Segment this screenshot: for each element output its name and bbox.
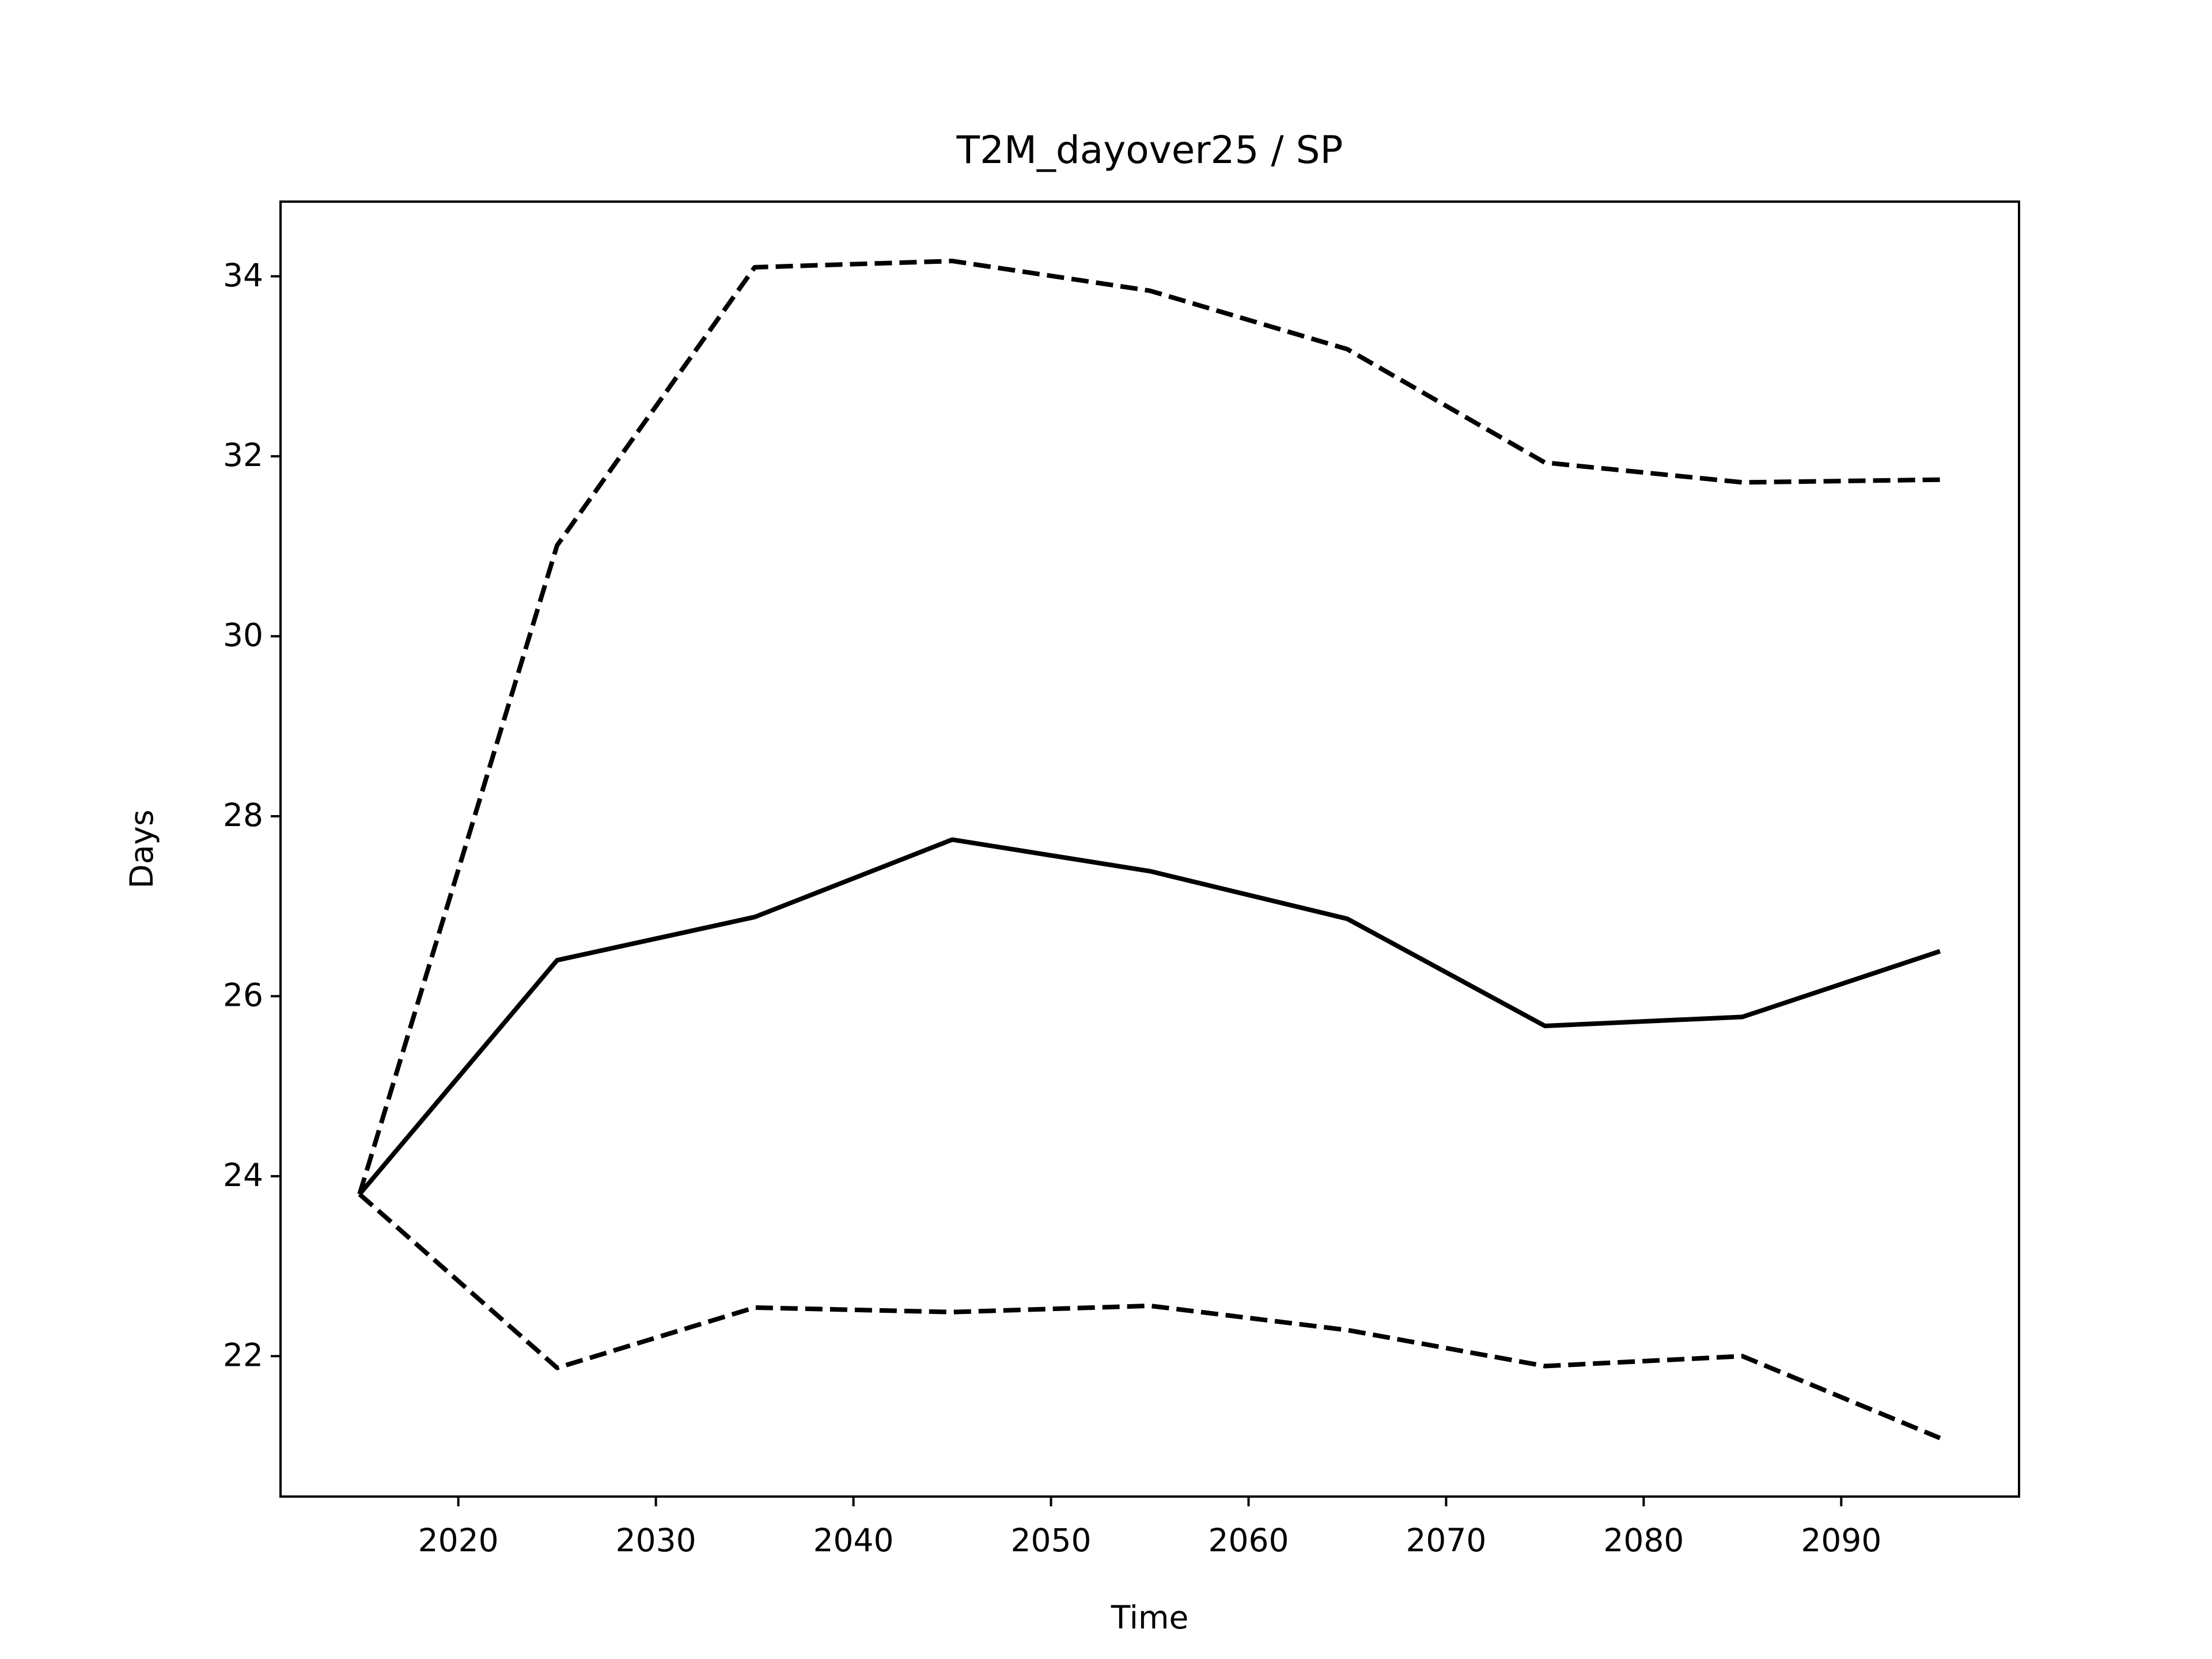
x-tick-label: 2030 — [616, 1522, 696, 1559]
y-tick-label: 32 — [223, 437, 263, 474]
plot-frame — [279, 200, 2020, 1498]
y-tick-label: 28 — [223, 797, 263, 834]
series-line — [358, 1192, 1941, 1441]
y-axis-label: Days — [123, 809, 160, 888]
x-tick-label: 2050 — [1011, 1522, 1092, 1559]
chart-title: T2M_dayover25 / SP — [956, 128, 1343, 172]
x-tick-label: 2080 — [1603, 1522, 1684, 1559]
series-line — [357, 259, 1940, 1195]
y-tick-label: 24 — [223, 1157, 263, 1194]
x-axis-label: Time — [1111, 1599, 1189, 1636]
x-tick-label: 2090 — [1801, 1522, 1881, 1559]
y-tick-label: 26 — [223, 977, 263, 1014]
y-tick-label: 30 — [223, 617, 263, 654]
y-tick-label: 34 — [223, 257, 263, 294]
y-tick-label: 22 — [223, 1336, 263, 1373]
x-tick-label: 2070 — [1406, 1522, 1486, 1559]
x-tick-label: 2040 — [813, 1522, 894, 1559]
x-tick-label: 2060 — [1208, 1522, 1289, 1559]
series-line — [358, 837, 1941, 1196]
x-tick-label: 2020 — [418, 1522, 499, 1559]
